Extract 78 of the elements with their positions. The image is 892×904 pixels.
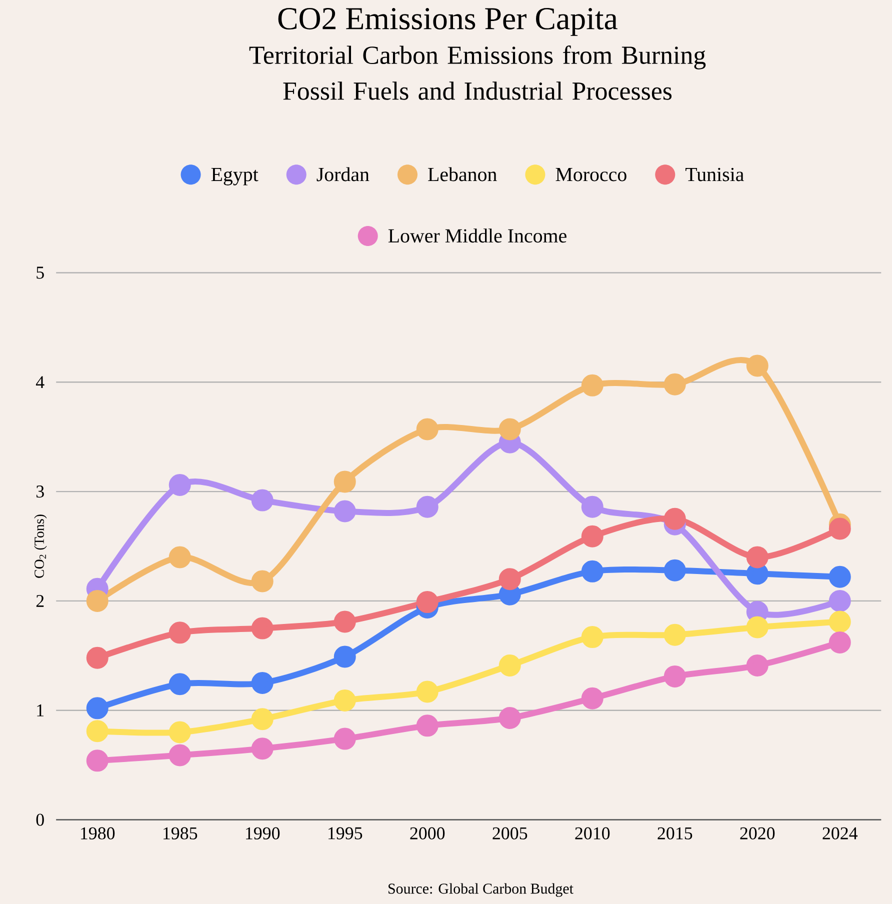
point xyxy=(498,418,521,440)
chart-subtitle: Territorial Carbon Emissions from Burning Fossil Fuels and Industrial Processes xyxy=(249,46,706,100)
point xyxy=(251,672,274,694)
x-tick-label: 1995 xyxy=(328,827,362,840)
point xyxy=(828,610,851,633)
y-tick-label: 5 xyxy=(36,266,44,279)
chart-title: CO2 Emissions Per Capita xyxy=(278,8,618,36)
point xyxy=(251,708,274,730)
point xyxy=(828,632,851,654)
point xyxy=(416,591,438,614)
point xyxy=(746,546,768,568)
point xyxy=(746,354,768,377)
point xyxy=(251,489,274,512)
x-tick-label: 2010 xyxy=(574,827,610,840)
point xyxy=(251,738,274,760)
point xyxy=(416,418,438,440)
point xyxy=(581,560,604,582)
point xyxy=(86,697,108,720)
point xyxy=(334,470,356,493)
y-tick-label: 2 xyxy=(36,595,44,607)
point xyxy=(498,707,521,730)
point xyxy=(664,624,686,646)
y-tick-label: 1 xyxy=(36,704,44,716)
x-tick-label: 1980 xyxy=(80,827,114,840)
point xyxy=(581,687,604,710)
x-tick-label: 2005 xyxy=(492,827,527,840)
point xyxy=(251,617,274,640)
point xyxy=(664,373,686,396)
source-note: Source: Global Carbon Budget xyxy=(388,883,574,897)
point xyxy=(86,750,108,772)
point xyxy=(416,714,438,737)
point xyxy=(334,500,356,522)
point xyxy=(746,654,768,676)
point xyxy=(664,559,686,582)
point xyxy=(581,525,604,548)
legend-label: Morocco xyxy=(556,168,626,182)
point xyxy=(416,680,438,703)
point xyxy=(168,474,191,496)
point xyxy=(828,518,851,540)
x-tick-label: 2024 xyxy=(822,827,858,840)
point xyxy=(86,646,108,669)
point xyxy=(334,728,356,750)
point xyxy=(746,616,768,638)
point xyxy=(168,721,191,744)
legend-label: Egypt xyxy=(211,168,258,186)
x-tick-label: 2015 xyxy=(657,827,692,840)
point xyxy=(581,374,604,396)
point xyxy=(498,654,521,676)
x-tick-label: 1985 xyxy=(163,827,197,840)
point xyxy=(168,546,191,568)
point xyxy=(168,744,191,766)
point xyxy=(828,566,851,588)
point xyxy=(664,508,686,530)
point xyxy=(581,496,604,518)
point xyxy=(334,646,356,668)
point xyxy=(86,590,108,612)
point xyxy=(168,673,191,696)
point xyxy=(828,590,851,612)
point xyxy=(416,496,438,518)
legend-label: Tunisia xyxy=(685,168,744,182)
point xyxy=(168,622,191,644)
x-tick-label: 2000 xyxy=(410,827,444,840)
y-tick-label: 4 xyxy=(36,376,44,388)
y-tick-label: 0 xyxy=(36,814,44,826)
legend-label: Jordan xyxy=(316,167,369,182)
point xyxy=(334,690,356,712)
point xyxy=(581,626,604,648)
point xyxy=(86,720,108,742)
y-axis-title: CO$_{2}$ (Tons) xyxy=(34,514,47,578)
point xyxy=(498,568,521,590)
legend-label: Lebanon xyxy=(428,167,497,182)
point xyxy=(251,570,274,592)
legend-label: Lower Middle Income xyxy=(388,228,566,243)
x-tick-label: 1990 xyxy=(246,827,280,840)
x-tick-label: 2020 xyxy=(740,827,774,840)
point xyxy=(334,610,356,633)
y-tick-label: 3 xyxy=(36,486,44,498)
point xyxy=(664,665,686,688)
